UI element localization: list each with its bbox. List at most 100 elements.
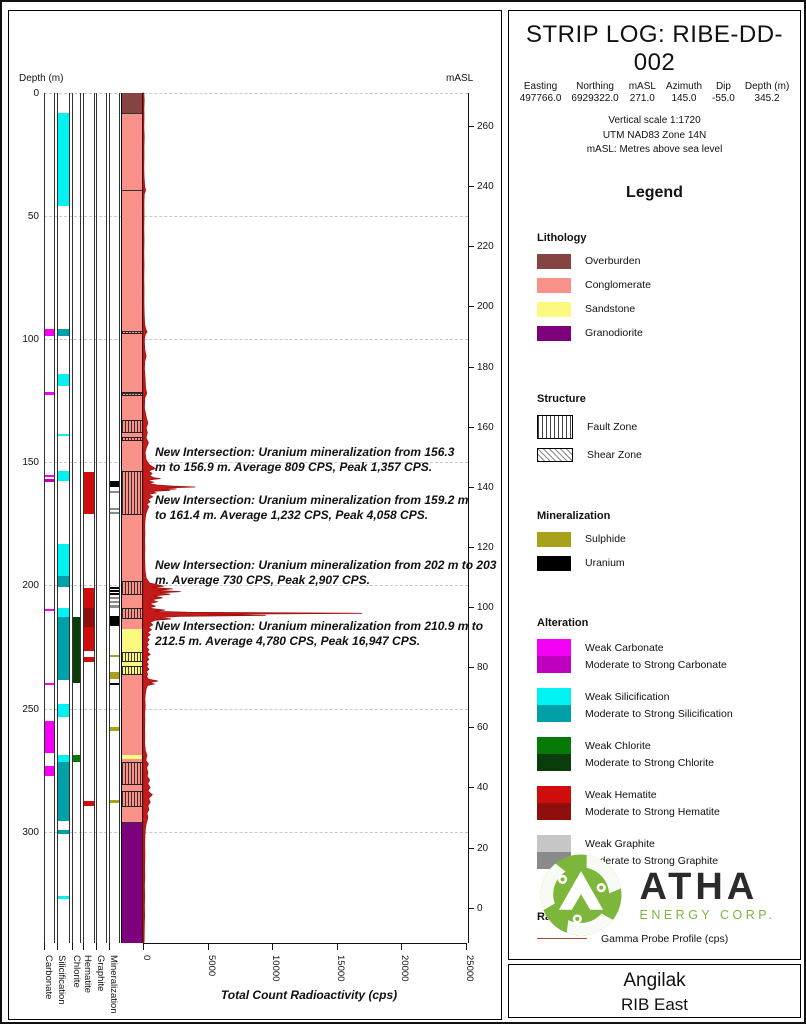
mineralization-interval [110,586,119,589]
legend-item-label: Sandstone [585,303,636,315]
lithology-contact-line [122,112,142,114]
rad-tick [336,943,338,951]
column-bottom-tick [109,943,110,951]
collar-field-value: 271.0 [629,93,655,104]
column-label-graphite: Graphite [95,955,106,992]
legend: Lithology Overburden Conglomerate Sandstone… [509,232,800,945]
chlorite-interval [73,755,80,762]
collar-field-value: 145.0 [671,93,697,104]
collar-field: mASL 271.0 [629,81,656,104]
chlorite-interval [73,617,80,683]
depth-tick-label: 250 [22,703,39,715]
masl-tick-label: 260 [477,121,494,133]
carbonate-interval [45,720,54,753]
lithology-interval-overburden [122,93,142,113]
column-bottom-tick [57,943,58,951]
legend-item-label: Fault Zone [587,420,638,433]
lithology-column [121,93,143,944]
mineralization-interval [110,507,119,511]
lithology-interval-conglomerate [122,112,142,822]
drillhole-header: STRIP LOG: RIBE-DD-002 Easting 497766.0 No… [509,11,800,158]
rad-tick [272,943,274,951]
legend-item: Weak Graphite Moderate to Strong Graphite [537,834,790,871]
silicification-interval [58,617,69,681]
silicification-column [57,93,70,944]
silicification-interval [58,112,69,207]
masl-tick-label: 80 [477,662,489,674]
legend-item: Overburden [537,253,790,269]
carbonate-interval [45,474,54,477]
silicification-interval [58,373,69,386]
carbonate-interval [45,392,54,395]
rad-tick-label: 10000 [270,955,282,982]
legend-swatch [537,531,571,547]
legend-item-label: Sulphide [585,533,626,545]
logo-wordmark: ATHA ENERGY CORP. [639,868,775,922]
hematite-interval [84,800,94,806]
chlorite-column [72,93,81,944]
legend-item-label: Moderate to Strong Chlorite [585,756,714,769]
mineralization-interval [110,671,119,680]
masl-tick [468,246,474,248]
silicification-interval [58,755,69,762]
legend-item-label: Uranium [585,557,625,569]
datum-note: UTM NAD83 Zone 14N [602,129,707,141]
masl-tick [468,847,474,849]
legend-section-alteration: Alteration Weak Carbonate Moderate to Stro… [537,617,790,871]
masl-tick [468,486,474,488]
carbonate-interval [45,478,54,482]
legend-item-label: Weak Chlorite [585,739,651,752]
legend-item: Sandstone [537,301,790,317]
column-label-chlorite: Chlorite [71,955,82,988]
collar-field-label: Dip [715,81,731,92]
masl-tick [468,787,474,789]
column-bottom-tick [83,943,84,951]
legend-pair-swatch [537,785,571,822]
legend-item: Uranium [537,555,790,571]
mineralization-interval [110,490,119,494]
mineralization-column [109,93,120,944]
rad-axis-title: Total Count Radioactivity (cps) [220,988,398,1003]
collar-field-value: -55.0 [712,93,735,104]
legend-section-title: Alteration [537,616,589,629]
depth-gridline [44,216,468,218]
carbonate-interval [45,682,54,686]
depth-tick-label: 300 [22,826,39,838]
legend-swatch [537,253,571,269]
legend-item: Weak Silicification Moderate to Strong Si… [537,687,790,724]
shear-pattern-swatch [537,447,573,462]
legend-section-title: Structure [537,392,586,405]
carbonate-column [44,93,55,944]
masl-tick-label: 220 [477,241,494,253]
legend-swatch [537,301,571,317]
atha-swirl-logo-icon [541,854,622,936]
legend-item: Fault Zone [537,414,790,439]
project-name: Angilak [623,970,686,991]
legend-item-label: Weak Graphite [585,837,655,850]
masl-tick-label: 40 [477,782,489,794]
lithology-contact-line [122,330,142,332]
masl-tick-label: 200 [477,301,494,313]
rad-tick [143,943,144,951]
fault-zone-interval [122,580,142,596]
legend-item-label: Weak Silicification [585,690,670,703]
intersection-annotation: New Intersection: Uranium mineralization… [155,618,484,648]
hematite-interval [84,656,94,662]
strip-log-plot-panel: Depth (m) mASL 0 50 100 150 200 250 300 260 240 220… [8,10,502,1020]
logo-subtitle: ENERGY CORP. [639,908,776,922]
depth-gridline [44,93,468,94]
legend-item-label: Weak Carbonate [585,641,664,654]
legend-item-label: Moderate to Strong Carbonate [585,658,727,671]
legend-item-label: Granodiorite [585,327,643,339]
legend-pair-swatch [537,736,571,773]
legend-item: Granodiorite [537,325,790,341]
silicification-interval [58,761,69,821]
graphite-column [96,93,107,944]
legend-section-lithology: Lithology Overburden Conglomerate Sandstone… [537,232,790,341]
legend-item-label: Conglomerate [585,279,651,291]
legend-item-label: Shear Zone [587,448,642,461]
fault-zone-interval [122,791,142,808]
legend-section-mineralization: Mineralization Sulphide Uranium [537,510,790,571]
depth-tick-label: 50 [27,211,39,223]
fault-zone-interval [122,420,142,433]
